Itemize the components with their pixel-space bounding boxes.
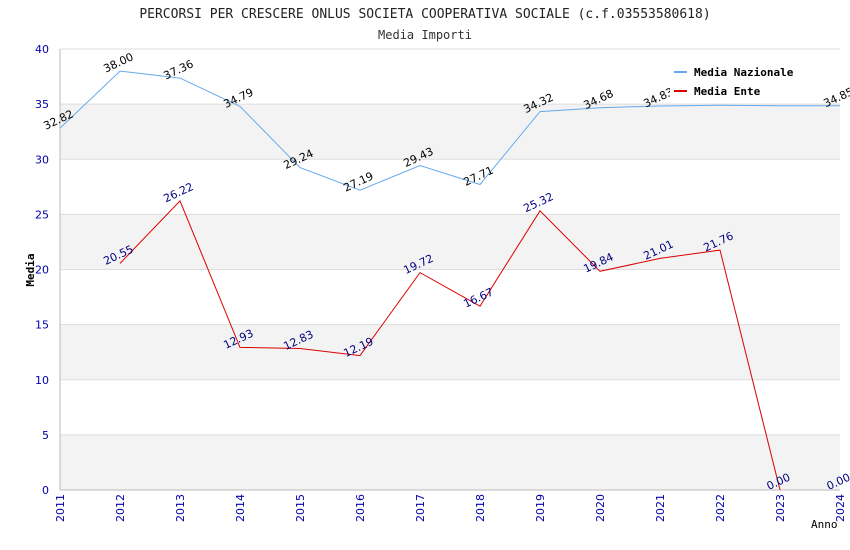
series-lines [59,70,840,491]
background-band [60,434,840,490]
y-tick-label: 0 [42,484,49,497]
legend-entry: Media Nazionale [694,66,794,79]
x-tick-label: 2014 [234,494,247,522]
x-tick-label: 2011 [54,494,67,522]
y-tick-label: 40 [35,43,49,56]
chart-subtitle: Media Importi [378,28,472,42]
x-axis-label: Anno [811,518,838,531]
background-band [60,324,840,380]
background-bands [60,49,840,490]
x-tick-label: 2015 [294,494,307,522]
y-tick-label: 20 [35,264,49,277]
legend: Media Nazionale Media Ente [670,60,809,100]
y-tick-label: 5 [42,429,49,442]
y-tick-label: 15 [35,319,49,332]
axes [59,49,840,491]
x-tick-label: 2022 [714,494,727,522]
legend-box [670,60,809,100]
series-line-1 [59,70,840,191]
background-band [60,104,840,160]
x-tick-labels: 2011 2012 2013 2014 2015 2016 2017 2018 2019 2020… [54,494,847,522]
x-tick-label: 2021 [654,494,667,522]
x-tick-label: 2018 [474,494,487,522]
y-tick-label: 25 [35,208,49,221]
y-tick-label: 35 [35,98,49,111]
series-line-2 [119,199,781,491]
x-tick-label: 2020 [594,494,607,522]
x-tick-label: 2012 [114,494,127,522]
x-tick-label: 2016 [354,494,367,522]
x-tick-label: 2013 [174,494,187,522]
legend-entry: Media Ente [694,85,761,98]
x-tick-label: 2019 [534,494,547,522]
x-tick-label: 2023 [774,494,787,522]
background-band [60,269,840,325]
x-tick-label: 2024 [834,494,847,522]
x-tick-label: 2017 [414,494,427,522]
background-band [60,379,840,435]
chart-title: PERCORSI PER CRESCERE ONLUS SOCIETA COOP… [139,7,710,22]
y-tick-label: 10 [35,374,49,387]
background-band [60,159,840,215]
background-band [60,214,840,270]
y-tick-label: 30 [35,153,49,166]
y-axis-label: Media [24,253,37,286]
y-tick-labels: 0 5 10 15 20 25 30 35 40 [35,43,49,497]
